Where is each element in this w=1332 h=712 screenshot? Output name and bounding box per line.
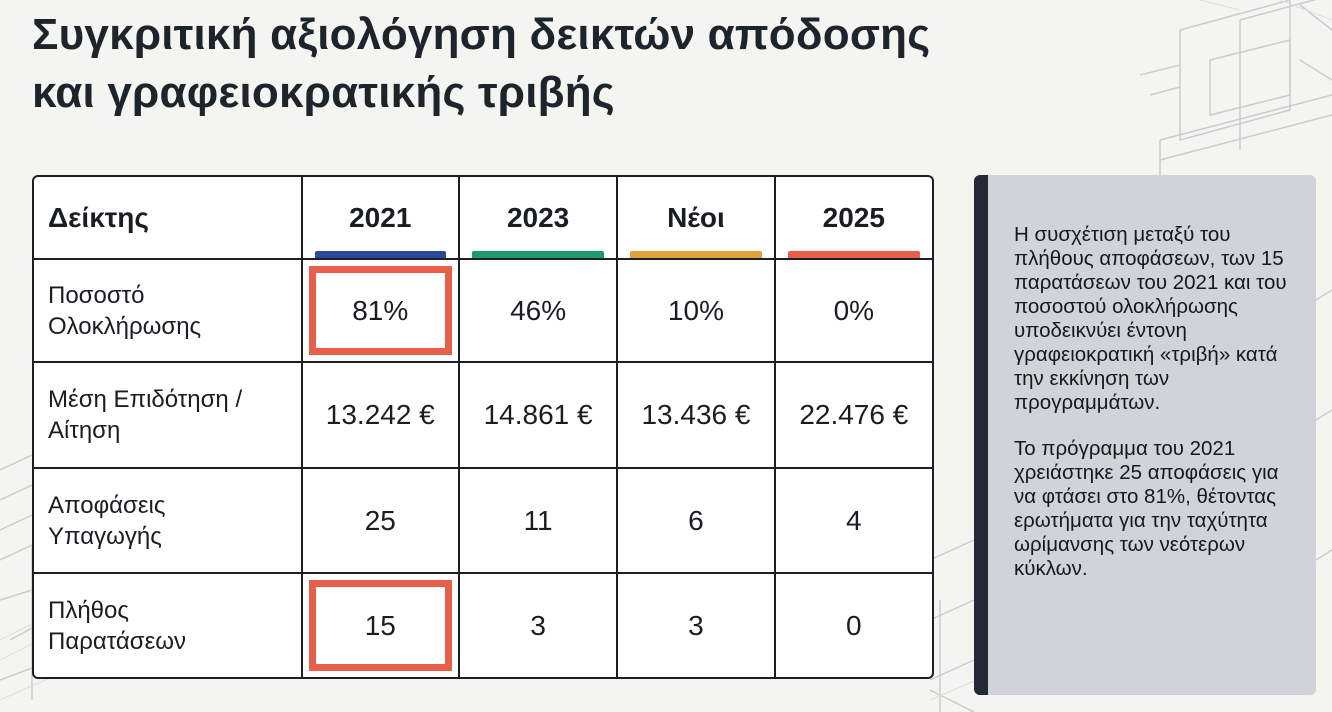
row-label-line-1: Μέση Επιδότηση / bbox=[48, 386, 243, 414]
row-label-line-1: Αποφάσεις bbox=[48, 491, 166, 519]
indicators-table: Δείκτης 2021 2023 Νέοι 2025 Ποσοστό Ολοκλ… bbox=[32, 175, 934, 679]
row-label-line-1: Πλήθος bbox=[48, 596, 129, 624]
cell: 14.861 € bbox=[457, 361, 619, 469]
color-bar-2023 bbox=[471, 251, 605, 258]
header-label: 2023 bbox=[506, 201, 570, 233]
cell: 0 bbox=[773, 572, 932, 677]
row-label: Μέση Επιδότηση / Αίτηση bbox=[34, 361, 303, 469]
title-line-1: Συγκριτική αξιολόγηση δεικτών απόδοσης bbox=[32, 10, 931, 59]
header-label: Νέοι bbox=[667, 201, 725, 233]
cell: 0% bbox=[773, 257, 932, 364]
cell: 13.436 € bbox=[616, 361, 776, 469]
color-bar-2025 bbox=[787, 251, 920, 258]
row-label-line-1: Ποσοστό bbox=[48, 281, 145, 309]
row-label: Ποσοστό Ολοκλήρωσης bbox=[34, 257, 303, 364]
cell: 3 bbox=[457, 572, 619, 677]
header-label: 2025 bbox=[822, 201, 885, 233]
cell: 25 bbox=[300, 466, 460, 575]
commentary-paragraph-2: Το πρόγραμμα του 2021 χρειάστηκε 25 αποφ… bbox=[1014, 437, 1279, 580]
table-header-row: Δείκτης 2021 2023 Νέοι 2025 bbox=[34, 177, 932, 260]
cell: 6 bbox=[616, 466, 776, 575]
row-label-line-2: Υπαγωγής bbox=[48, 522, 162, 550]
table-row-avg-subsidy: Μέση Επιδότηση / Αίτηση 13.242 € 14.861 €… bbox=[34, 361, 932, 469]
color-bar-neoi bbox=[630, 251, 762, 258]
cell: 46% bbox=[457, 257, 619, 364]
cell: 13.242 € bbox=[300, 361, 460, 469]
header-neoi: Νέοι bbox=[616, 177, 776, 260]
row-label-line-2: Αίτηση bbox=[48, 417, 121, 445]
cell-highlighted: 81% bbox=[300, 257, 460, 364]
header-2021: 2021 bbox=[300, 177, 460, 260]
table-row-completion: Ποσοστό Ολοκλήρωσης 81% 46% 10% 0% bbox=[34, 257, 932, 364]
cell: 11 bbox=[457, 466, 619, 575]
cell: 10% bbox=[616, 257, 776, 364]
row-label: Πλήθος Παρατάσεων bbox=[34, 572, 303, 677]
row-label-line-2: Ολοκλήρωσης bbox=[48, 312, 202, 340]
page-title: Συγκριτική αξιολόγηση δεικτών απόδοσης κ… bbox=[32, 6, 930, 122]
table-row-extensions: Πλήθος Παρατάσεων 15 3 3 0 bbox=[34, 572, 932, 677]
header-2025: 2025 bbox=[773, 177, 932, 260]
color-bar-2021 bbox=[314, 251, 446, 258]
commentary-box: Η συσχέτιση μεταξύ του πλήθους αποφάσεων… bbox=[974, 175, 1316, 695]
cell-highlighted: 15 bbox=[300, 572, 460, 677]
header-2023: 2023 bbox=[457, 177, 619, 260]
cell: 3 bbox=[616, 572, 776, 677]
cell: 4 bbox=[773, 466, 932, 575]
cell: 22.476 € bbox=[773, 361, 932, 469]
row-label-line-2: Παρατάσεων bbox=[48, 627, 186, 655]
header-label: 2021 bbox=[349, 201, 412, 233]
commentary-paragraph-1: Η συσχέτιση μεταξύ του πλήθους αποφάσεων… bbox=[1014, 223, 1287, 414]
table-row-decisions: Αποφάσεις Υπαγωγής 25 11 6 4 bbox=[34, 466, 932, 575]
title-line-2: και γραφειοκρατικής τριβής bbox=[32, 68, 615, 117]
row-label: Αποφάσεις Υπαγωγής bbox=[34, 466, 303, 575]
header-indicator: Δείκτης bbox=[34, 177, 303, 260]
